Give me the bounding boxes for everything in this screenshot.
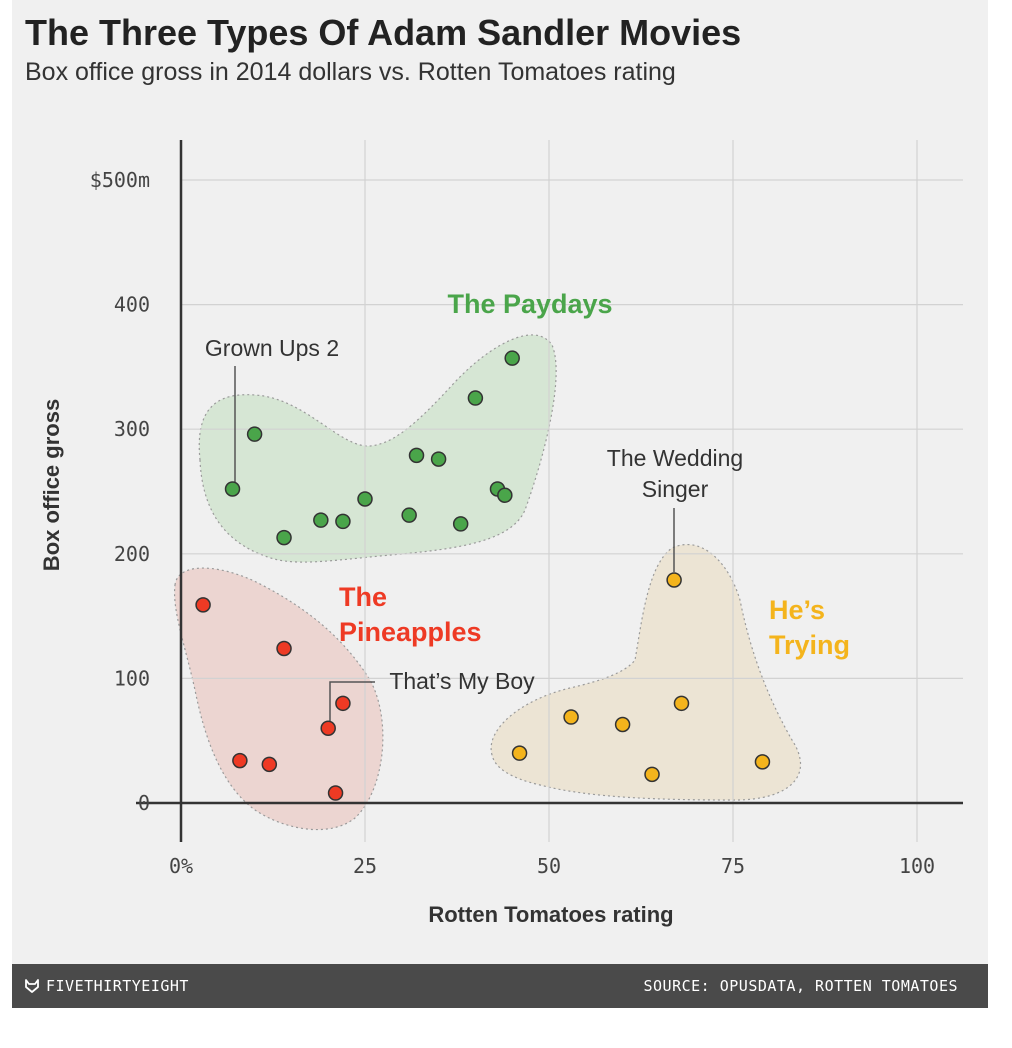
data-point-1 (246, 426, 263, 442)
brand-label: FIVETHIRTYEIGHT (46, 977, 189, 995)
axes (136, 140, 963, 842)
data-point-1 (313, 512, 329, 528)
x-tick-label: 0% (169, 854, 193, 878)
chart-title: The Three Types Of Adam Sandler Movies (25, 12, 742, 53)
data-point-1 (335, 513, 351, 530)
data-point-1 (408, 447, 425, 464)
data-point-1 (497, 487, 513, 503)
y-tick-label: $500m (90, 168, 150, 192)
y-tick-label: 0 (138, 791, 150, 815)
annotation-leader (329, 681, 375, 721)
data-point-2 (327, 785, 344, 801)
y-tick-label: 200 (114, 542, 150, 566)
grid-lines (181, 140, 963, 842)
data-points (195, 350, 771, 801)
data-point-1 (467, 390, 484, 406)
cluster-blob-3 (490, 543, 802, 801)
y-tick-label: 400 (114, 293, 150, 317)
brand: FIVETHIRTYEIGHT (24, 977, 189, 995)
group-label: The (339, 582, 387, 612)
data-point-2 (232, 752, 248, 769)
x-tick-label: 25 (353, 854, 377, 878)
y-tick-label: 100 (114, 666, 150, 690)
data-point-3 (563, 709, 579, 725)
data-point-2 (276, 640, 292, 657)
data-point-2 (335, 695, 351, 712)
annotation-label: Singer (642, 476, 709, 502)
x-tick-label: 100 (899, 854, 935, 878)
annotation-label: Grown Ups 2 (205, 335, 339, 361)
data-point-1 (430, 451, 447, 467)
data-point-2 (320, 720, 336, 736)
source-credit: SOURCE: OPUSDATA, ROTTEN TOMATOES (643, 977, 958, 995)
cluster-blobs (173, 334, 802, 831)
x-axis-title: Rotten Tomatoes rating (428, 902, 673, 927)
group-label: He’s (769, 595, 825, 625)
group-label: Pineapples (339, 617, 482, 647)
data-point-1 (401, 507, 417, 523)
data-point-2 (195, 597, 211, 613)
data-point-1 (276, 529, 292, 546)
data-point-3 (614, 716, 631, 733)
group-label: Trying (769, 630, 850, 660)
chart-labels: Rotten Tomatoes rating Box office gross Gr… (39, 289, 850, 927)
data-point-2 (261, 756, 278, 773)
scatter-chart: 0 100 200 300 400 $500m 0% 25 50 75 100 Rotten Tom… (39, 140, 963, 927)
data-point-3 (754, 754, 771, 770)
data-point-3 (511, 745, 528, 761)
group-label: The Paydays (447, 289, 612, 319)
cluster-blob-2 (173, 567, 384, 831)
annotation-label: That’s My Boy (389, 668, 535, 694)
y-tick-label: 300 (114, 417, 150, 441)
chart-subtitle: Box office gross in 2014 dollars vs. Rot… (25, 58, 676, 86)
data-point-1 (357, 491, 373, 507)
annotation-leaders (234, 366, 675, 721)
x-tick-label: 75 (721, 854, 745, 878)
data-point-1 (224, 481, 241, 497)
data-point-1 (452, 516, 469, 532)
tick-labels: 0 100 200 300 400 $500m 0% 25 50 75 100 (90, 168, 935, 878)
data-point-3 (673, 695, 690, 712)
footer-bar: FIVETHIRTYEIGHT SOURCE: OPUSDATA, ROTTEN… (12, 964, 988, 1008)
fox-icon (25, 979, 39, 993)
data-point-1 (504, 350, 520, 366)
annotation-label: The Wedding (607, 445, 743, 471)
data-point-3 (644, 766, 660, 783)
data-point-3 (666, 572, 682, 588)
y-axis-title: Box office gross (39, 399, 64, 571)
x-tick-label: 50 (537, 854, 561, 878)
cluster-blob-1 (198, 334, 557, 563)
